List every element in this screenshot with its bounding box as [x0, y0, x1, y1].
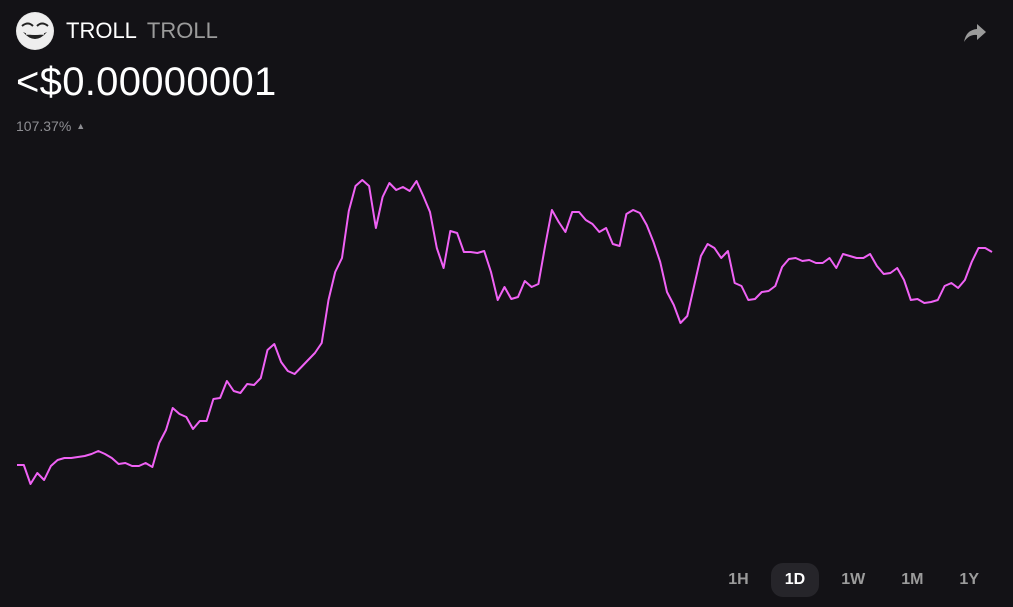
share-button[interactable] [963, 22, 987, 44]
price-change-value: 107.37% [16, 118, 72, 134]
triangle-up-icon: ▲ [76, 121, 86, 131]
share-arrow-icon [964, 24, 986, 42]
token-symbol: TROLL [146, 18, 218, 43]
price-line [17, 179, 993, 485]
range-1w[interactable]: 1W [841, 571, 866, 588]
range-1m[interactable]: 1M [901, 571, 924, 588]
price-change: 107.37% ▲ [16, 118, 85, 134]
troll-face-icon [16, 12, 54, 50]
time-range-selector: 1H 1D 1W 1M 1Y [714, 563, 993, 597]
token-header: TROLL TROLL [16, 12, 218, 50]
range-1d[interactable]: 1D [770, 563, 820, 597]
range-1h[interactable]: 1H [728, 571, 749, 588]
range-1y[interactable]: 1Y [959, 571, 979, 588]
token-price: <$0.00000001 [16, 60, 277, 104]
token-name: TROLL [66, 18, 137, 43]
